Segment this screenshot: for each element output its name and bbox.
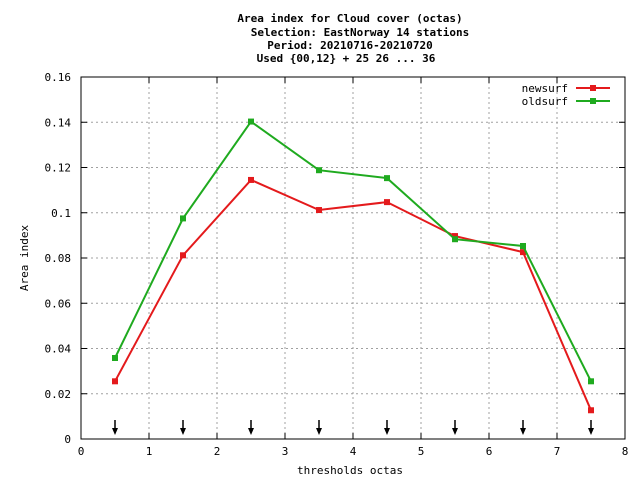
- series-oldsurf: [112, 118, 594, 385]
- series-line: [114, 178, 592, 411]
- series-newsurf: [112, 176, 594, 414]
- data-point: [588, 407, 594, 414]
- data-point: [384, 175, 390, 182]
- legend-label: newsurf: [522, 82, 568, 95]
- y-tick-label: 0.1: [51, 207, 71, 220]
- threshold-arrow: [452, 420, 458, 435]
- y-axis-label: Area index: [18, 225, 31, 292]
- x-tick-label: 4: [350, 445, 357, 458]
- data-point: [588, 378, 594, 385]
- threshold-arrow-head: [452, 428, 458, 435]
- threshold-arrow-head: [180, 428, 186, 435]
- threshold-arrow: [180, 420, 186, 435]
- threshold-arrow-head: [248, 428, 254, 435]
- y-tick-label: 0.16: [45, 71, 72, 84]
- data-point: [180, 252, 186, 259]
- legend-marker: [590, 85, 596, 91]
- threshold-arrow-head: [384, 428, 390, 435]
- threshold-arrow: [248, 420, 254, 435]
- data-point: [180, 215, 186, 222]
- data-point: [248, 176, 254, 183]
- data-point: [384, 199, 390, 206]
- chart-title: Area index for Cloud cover (octas) Selec…: [237, 12, 469, 65]
- data-point: [520, 243, 526, 250]
- threshold-arrow-head: [588, 428, 594, 435]
- threshold-arrow-head: [316, 428, 322, 435]
- x-tick-label: 7: [554, 445, 561, 458]
- x-tick-label: 8: [622, 445, 629, 458]
- y-tick-label: 0.02: [45, 388, 72, 401]
- x-tick-label: 3: [282, 445, 289, 458]
- data-point: [316, 207, 322, 214]
- threshold-arrow: [520, 420, 526, 435]
- data-point: [248, 118, 254, 125]
- title-line-2: Selection: EastNorway 14 stations: [251, 26, 470, 39]
- x-tick-label: 1: [146, 445, 153, 458]
- threshold-arrow-head: [520, 428, 526, 435]
- y-tick-label: 0.14: [45, 116, 72, 129]
- x-tick-label: 5: [418, 445, 425, 458]
- series-line: [114, 120, 592, 382]
- legend-label: oldsurf: [522, 95, 568, 108]
- threshold-arrow: [112, 420, 118, 435]
- title-line-3: Period: 20210716-20210720: [267, 39, 433, 52]
- x-axis: 0 1 2 3 4 5 6 7 8: [78, 77, 629, 458]
- threshold-arrow: [316, 420, 322, 435]
- x-tick-label: 2: [214, 445, 221, 458]
- y-tick-label: 0.08: [45, 252, 72, 265]
- title-line-4: Used {00,12} + 25 26 ... 36: [257, 52, 436, 65]
- threshold-arrow: [384, 420, 390, 435]
- legend-marker: [590, 98, 596, 104]
- data-point: [452, 236, 458, 243]
- series-group: [112, 118, 594, 414]
- x-axis-label: thresholds octas: [297, 464, 403, 477]
- data-point: [520, 249, 526, 256]
- threshold-arrow-head: [112, 428, 118, 435]
- data-point: [112, 355, 118, 362]
- data-point: [452, 233, 458, 240]
- x-tick-label: 6: [486, 445, 493, 458]
- data-point: [112, 378, 118, 385]
- threshold-arrows: [112, 420, 594, 435]
- title-line-1: Area index for Cloud cover (octas): [237, 12, 462, 25]
- y-tick-label: 0: [64, 433, 71, 446]
- threshold-arrow: [588, 420, 594, 435]
- grid-lines: [81, 77, 625, 439]
- y-tick-label: 0.06: [45, 297, 72, 310]
- data-point: [316, 167, 322, 174]
- y-tick-label: 0.12: [45, 162, 72, 175]
- y-axis: 0 0.02 0.04 0.06 0.08 0.1 0.12 0.14 0.16: [45, 71, 625, 446]
- x-tick-label: 0: [78, 445, 85, 458]
- y-tick-label: 0.04: [45, 343, 72, 356]
